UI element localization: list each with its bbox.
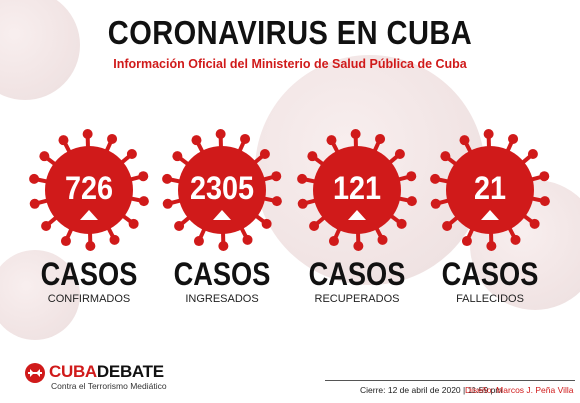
stat-sublabel: INGRESADOS (185, 293, 259, 305)
logo-mark-icon (25, 363, 45, 383)
stat-value: 726 (64, 170, 114, 206)
stat-card-ingresados: 2305 CASOS INGRESADOS (155, 129, 289, 320)
stat-label: CASOS (40, 256, 138, 292)
background-virus (0, 250, 80, 340)
stat-label: CASOS (441, 256, 539, 292)
stat-card-fallecidos: 21 CASOS FALLECIDOS (423, 129, 557, 320)
page-subtitle: Información Oficial del Ministerio de Sa… (113, 57, 467, 71)
stat-label: CASOS (173, 256, 271, 292)
virus-icon (297, 129, 417, 251)
triangle-up-icon (213, 210, 231, 220)
footer-design-credit: Diseño: Marcos J. Peña Villa (465, 385, 574, 395)
virus-icon (430, 129, 550, 251)
stat-sublabel: FALLECIDOS (456, 293, 524, 305)
stat-value: 21 (473, 170, 507, 206)
stat-label: CASOS (308, 256, 406, 292)
footer-divider (325, 380, 575, 381)
triangle-up-icon (481, 210, 499, 220)
logo-cuba: CUBA (49, 362, 97, 381)
stat-sublabel: CONFIRMADOS (47, 293, 131, 305)
logo-debate: DEBATE (96, 362, 164, 381)
stat-card-recuperados: 121 CASOS RECUPERADOS (290, 129, 424, 320)
virus-icon (162, 129, 282, 251)
triangle-up-icon (348, 210, 366, 220)
logo-wordmark: CUBADEBATE (49, 362, 164, 382)
footer-date: Cierre: 12 de abril de 2020 | 11:59 pm (360, 385, 503, 395)
triangle-up-icon (80, 210, 98, 220)
page-title: CORONAVIRUS EN CUBA (107, 14, 473, 51)
stat-value: 121 (332, 170, 382, 206)
stat-value: 2305 (189, 170, 255, 206)
stat-sublabel: RECUPERADOS (314, 293, 400, 305)
virus-icon (29, 129, 149, 251)
stat-card-confirmados: 726 CASOS CONFIRMADOS (22, 129, 156, 320)
logo-tagline: Contra el Terrorismo Mediático (51, 381, 167, 391)
